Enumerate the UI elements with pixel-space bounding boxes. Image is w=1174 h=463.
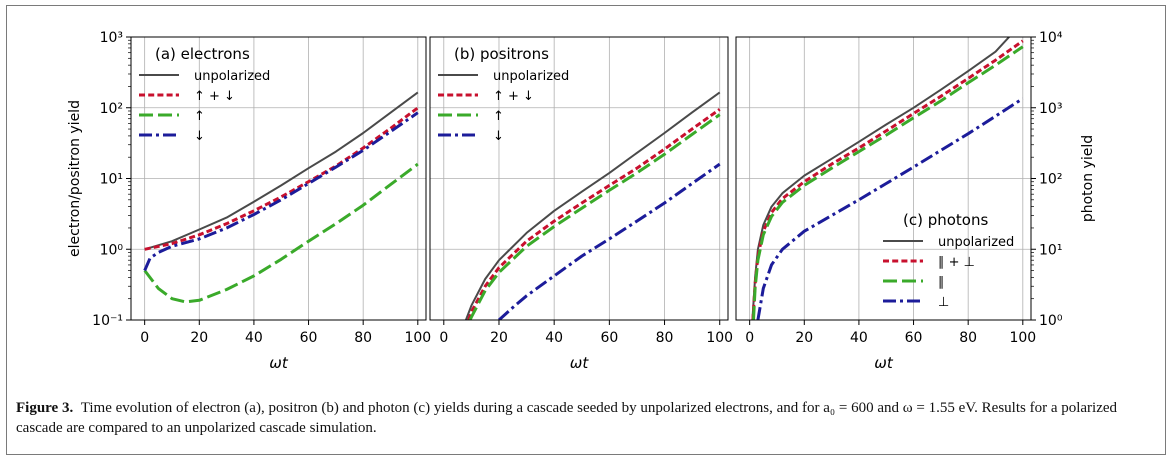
panel-3-ytick-label-2: 10² [1039,172,1062,188]
panel-3-xtick-label-3: 60 [905,330,923,346]
figure-frame [6,5,1166,455]
panel-3-xtick-label-1: 20 [795,330,813,346]
panel-3-xtick-label-5: 100 [1009,330,1036,346]
panel-1-ytick-label-3: 10² [100,101,123,117]
panel-1-xtick-label-0: 0 [140,330,149,346]
panel-2-series-4-line [497,162,721,320]
panel-1-xlabel: ωt [269,354,289,372]
panel-2-xlabel: ωt [570,354,590,372]
panel-3-ylabel: photon yield [1080,135,1096,222]
panel-2-xtick-label-4: 80 [656,330,674,346]
caption-label: Figure 3. [16,400,74,416]
panel-2-xtick-label-1: 20 [490,330,508,346]
panel-2-legend-label-1: unpolarized [493,69,569,84]
panel-1-xtick-label-4: 80 [354,330,372,346]
panel-1-ytick-label-0: 10⁻¹ [92,313,123,329]
panel-1-xtick-label-3: 60 [300,330,318,346]
panel-1-legend-label-4: ↓ [194,129,205,144]
panel-2-legend-label-3: ↑ [493,109,504,124]
panel-2-series-2-line [467,108,721,320]
panel-3-series-3-line [752,45,1024,320]
panel-1-ytick-label-1: 10⁰ [100,242,124,258]
panel-1-panel-title: (a) electrons [155,45,250,63]
panel-2-axes-frame [429,36,729,321]
panel-3-legend-label-2: ∥ + ⊥ [938,255,975,270]
panel-3-ytick-label-3: 10³ [1039,101,1062,117]
panel-3-ytick-label-4: 10⁴ [1039,30,1063,46]
panel-2-series-3-line [468,113,721,320]
panel-1-ylabel: electron/positron yield [67,100,83,257]
panel-3-xlabel: ωt [874,354,894,372]
panel-1-xtick-label-1: 20 [190,330,208,346]
panel-1-ytick-label-2: 10¹ [100,172,123,188]
panel-3-series-2-line [751,39,1024,320]
panel-3-ytick-label-1: 10¹ [1039,242,1062,258]
panel-1-legend-label-3: ↑ [194,109,205,124]
panel-3-legend-label-4: ⊥ [938,295,949,310]
panel-2-xtick-label-0: 0 [439,330,448,346]
panel-1-series-1-line [144,91,419,251]
panel-3-legend-label-3: ∥ [938,275,945,290]
figure-3-chart: 0 20 40 60 80 100 ωt 10⁻¹ 10⁰ 10¹ 10² 10³ electron/p… [67,30,1096,372]
panel-1-xtick-label-5: 100 [404,330,431,346]
caption-text: Time evolution of electron (a), positron… [16,400,1118,436]
panel-2-legend-label-4: ↓ [493,129,504,144]
panel-3-panel-title: (c) photons [903,211,988,229]
panel-2-legend-label-2: ↑ + ↓ [493,89,534,104]
panel-2-xtick-label-3: 60 [600,330,618,346]
panel-2-series-1-line [464,91,721,320]
panel-1-series-3-line [143,162,419,304]
panel-3-series-4-line [756,97,1024,320]
panel-3-xtick-label-2: 40 [850,330,868,346]
figure-caption: Figure 3. Time evolution of electron (a)… [16,398,1156,438]
panel-3-legend-label-1: unpolarized [938,235,1014,250]
panel-1-legend-label-1: unpolarized [194,69,270,84]
panel-2-xtick-label-5: 100 [706,330,733,346]
panel-3-xtick-label-0: 0 [745,330,754,346]
panel-1-series-2-line [144,106,419,251]
panel-1-xtick-label-2: 40 [245,330,263,346]
panel-3-ytick-label-0: 10⁰ [1039,313,1063,329]
panel-1-series-4-line [143,111,419,272]
panel-2-panel-title: (b) positrons [454,45,549,63]
panel-3-xtick-label-4: 80 [959,330,977,346]
panel-2-xtick-label-2: 40 [545,330,563,346]
panel-1-ytick-label-4: 10³ [100,30,123,46]
panel-1-legend-label-2: ↑ + ↓ [194,89,235,104]
